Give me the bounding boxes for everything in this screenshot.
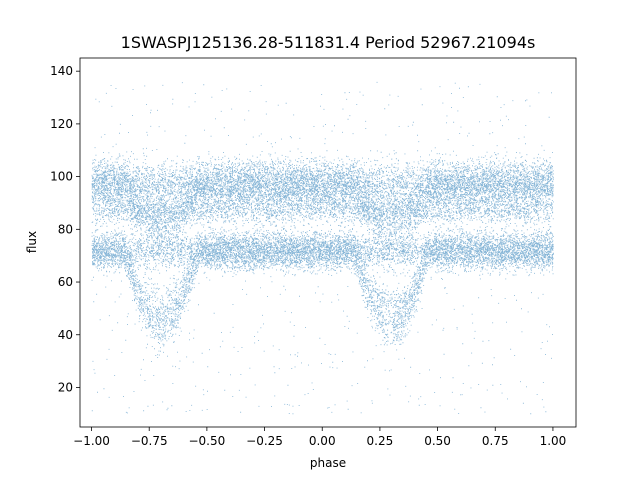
y-tick-label: 20 — [58, 380, 73, 394]
x-tick-label: 0.75 — [482, 434, 509, 448]
y-tick-label: 120 — [50, 117, 73, 131]
x-axis-label: phase — [310, 456, 346, 470]
y-tick-label: 60 — [58, 275, 73, 289]
data-points — [91, 81, 554, 415]
y-axis-ticks: 20 40 60 80 100 120 140 — [50, 64, 80, 394]
y-tick-label: 40 — [58, 328, 73, 342]
x-tick-label: 0.00 — [309, 434, 336, 448]
chart-title: 1SWASPJ125136.28-511831.4 Period 52967.2… — [121, 33, 536, 52]
y-tick-label: 140 — [50, 64, 73, 78]
x-tick-label: 0.50 — [424, 434, 451, 448]
y-axis-label: flux — [25, 231, 39, 253]
x-tick-label: 0.25 — [367, 434, 394, 448]
x-tick-label: −0.25 — [246, 434, 283, 448]
x-tick-label: 1.00 — [540, 434, 567, 448]
scatter-points — [91, 81, 554, 415]
plot-frame — [79, 57, 577, 428]
x-tick-label: −0.50 — [188, 434, 225, 448]
x-tick-label: −0.75 — [131, 434, 168, 448]
y-tick-label: 80 — [58, 222, 73, 236]
x-axis-ticks: −1.00 −0.75 −0.50 −0.25 0.00 0.25 0.50 0.75 1.00 — [73, 427, 566, 448]
y-tick-label: 100 — [50, 170, 73, 184]
x-tick-label: −1.00 — [73, 434, 110, 448]
